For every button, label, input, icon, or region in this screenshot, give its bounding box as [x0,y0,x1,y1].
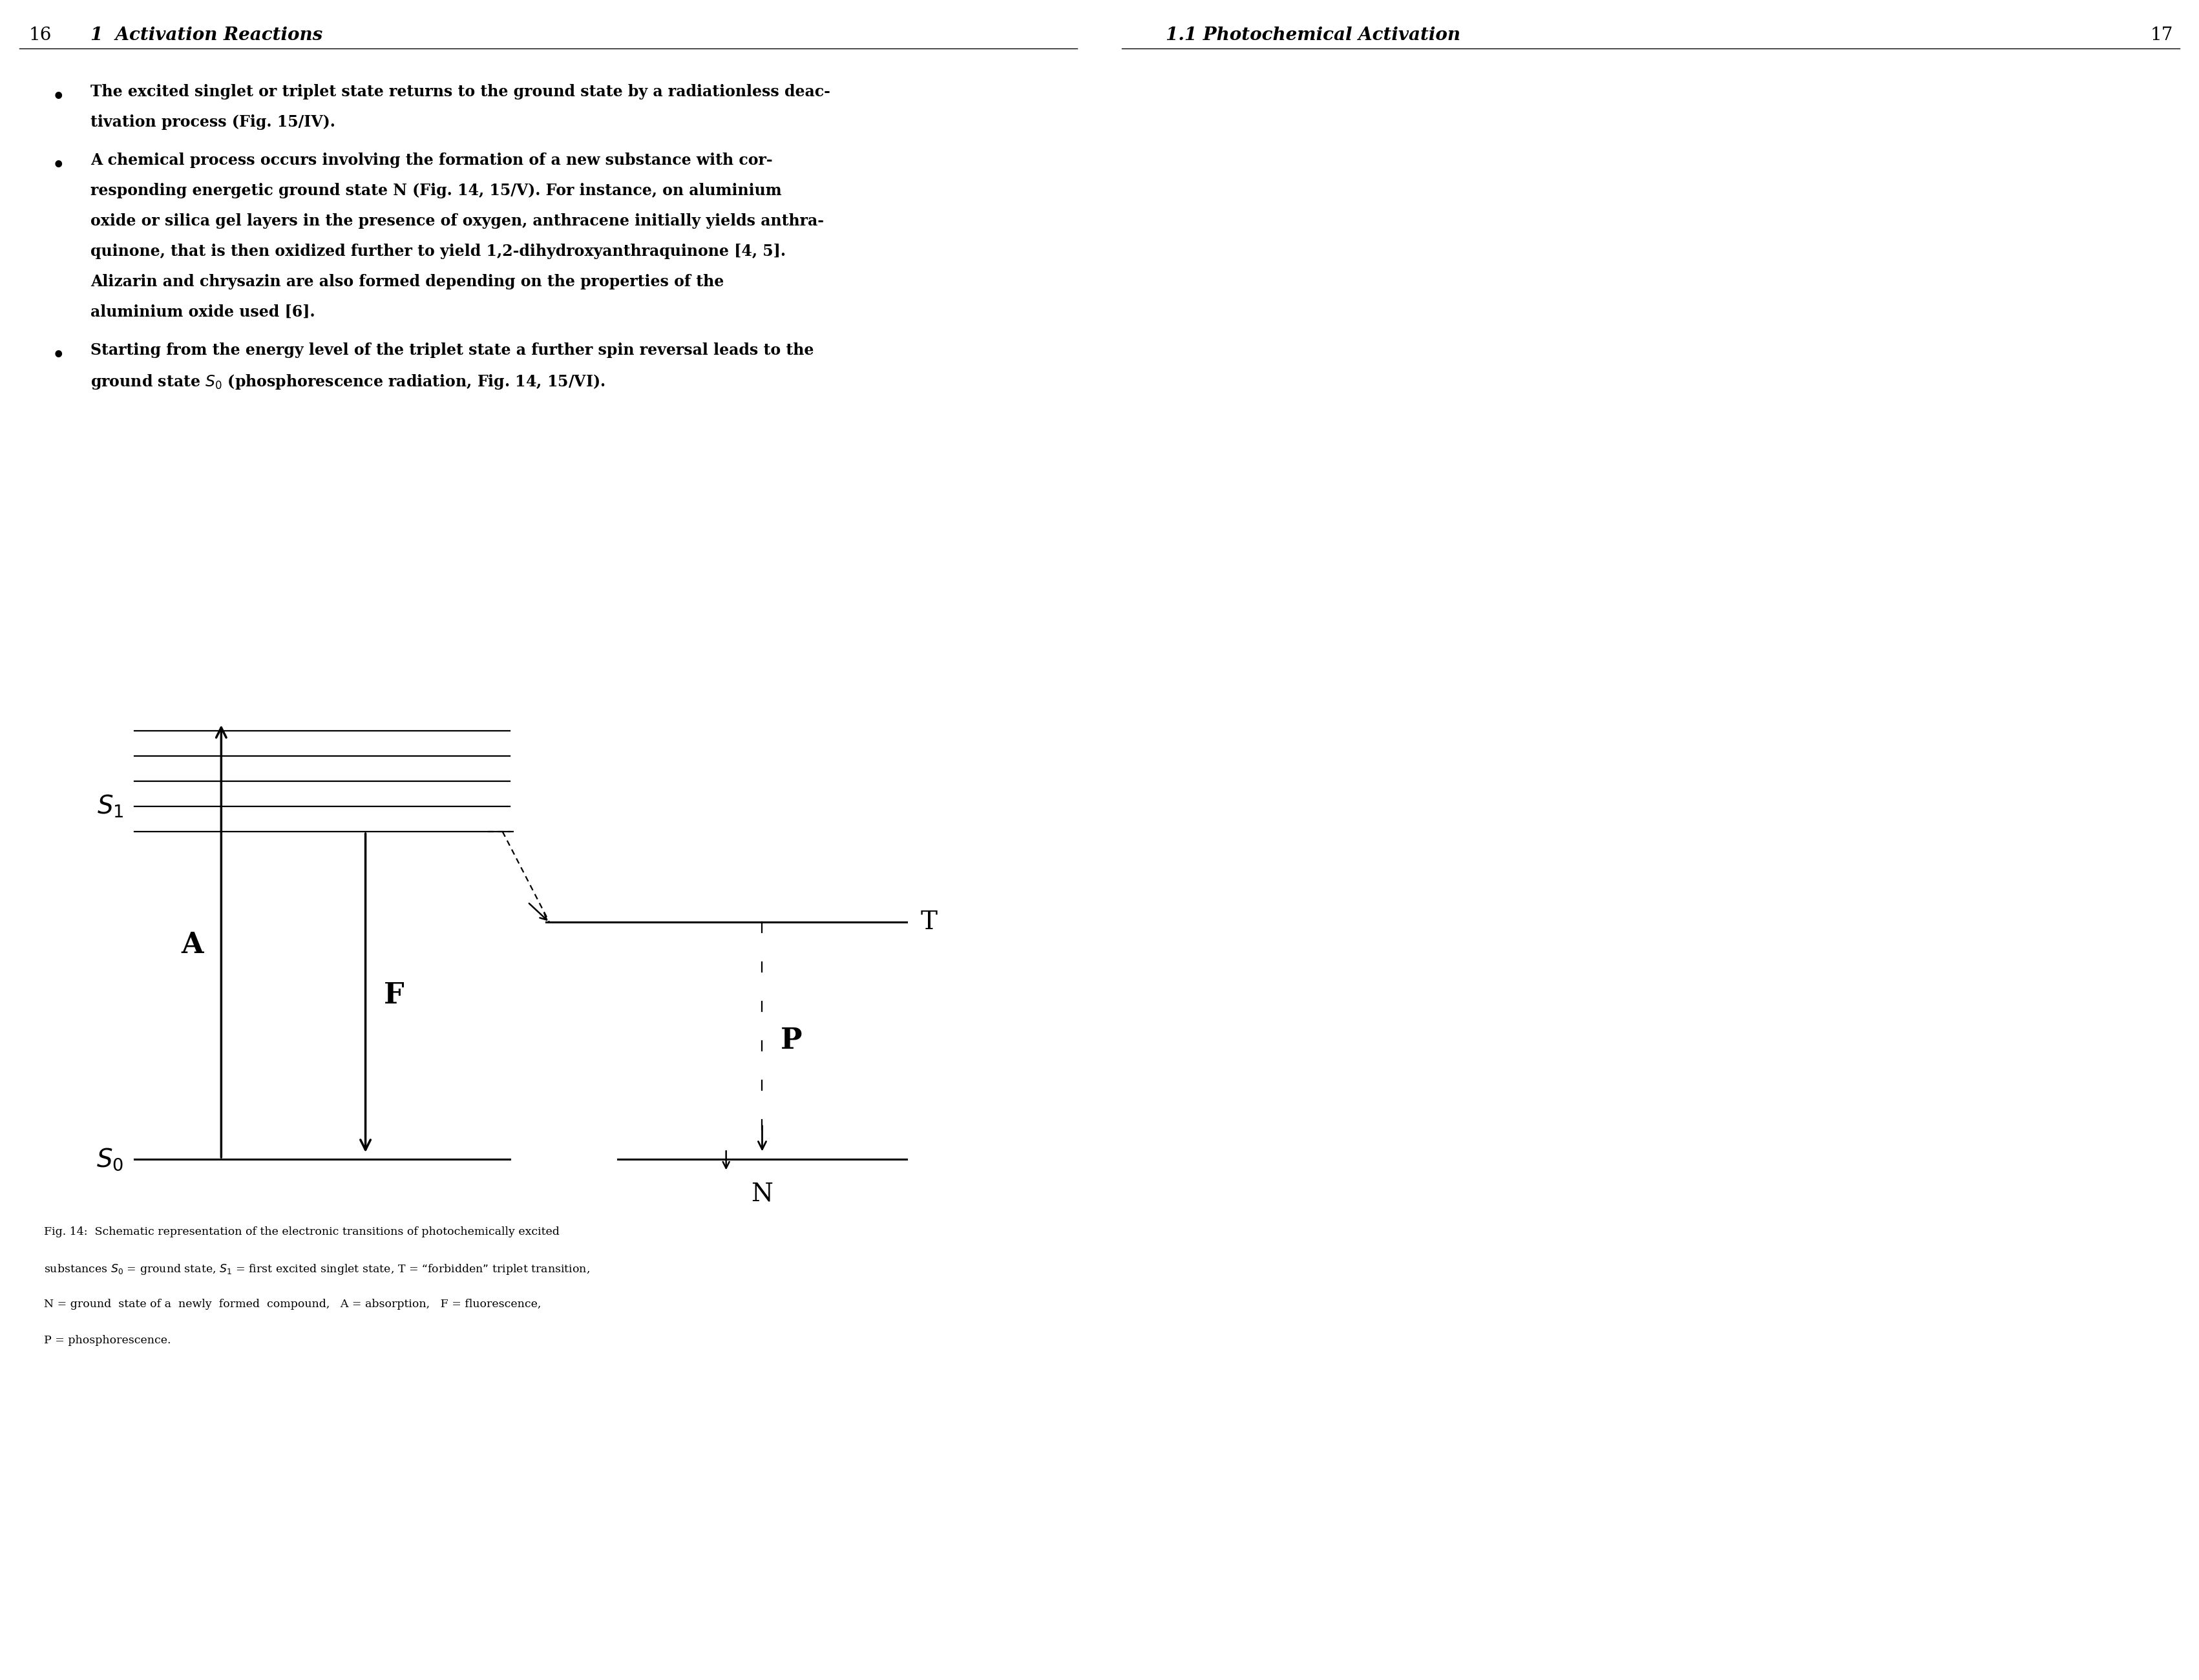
Text: 16: 16 [29,27,53,44]
Text: P = phosphorescence.: P = phosphorescence. [44,1336,172,1346]
Text: $S_1$: $S_1$ [97,793,123,820]
Text: •: • [53,156,64,176]
Text: 1.1 Photochemical Activation: 1.1 Photochemical Activation [1165,27,1460,44]
Text: Alizarin and chrysazin are also formed depending on the properties of the: Alizarin and chrysazin are also formed d… [90,274,723,289]
Text: •: • [53,87,64,108]
Text: T: T [921,911,937,934]
Text: F: F [383,981,405,1010]
Text: ground state $S_0$ (phosphorescence radiation, Fig. 14, 15/VI).: ground state $S_0$ (phosphorescence radi… [90,373,605,391]
Text: •: • [53,346,64,366]
Text: oxide or silica gel layers in the presence of oxygen, anthracene initially yield: oxide or silica gel layers in the presen… [90,213,825,228]
Text: $S_0$: $S_0$ [97,1146,123,1173]
Text: N: N [752,1183,774,1206]
Text: A: A [180,931,202,959]
Text: P: P [781,1026,803,1055]
Text: A chemical process occurs involving the formation of a new substance with cor-: A chemical process occurs involving the … [90,153,772,168]
Text: tivation process (Fig. 15/IV).: tivation process (Fig. 15/IV). [90,114,334,129]
Text: The excited singlet or triplet state returns to the ground state by a radiationl: The excited singlet or triplet state ret… [90,84,831,99]
Text: substances $S_0$ = ground state, $S_1$ = first excited singlet state, T = “forbi: substances $S_0$ = ground state, $S_1$ =… [44,1263,589,1277]
Text: quinone, that is then oxidized further to yield 1,2-dihydroxyanthraquinone [4, 5: quinone, that is then oxidized further t… [90,244,785,259]
Text: Starting from the energy level of the triplet state a further spin reversal lead: Starting from the energy level of the tr… [90,343,814,358]
Text: aluminium oxide used [6].: aluminium oxide used [6]. [90,304,314,319]
Text: 1  Activation Reactions: 1 Activation Reactions [90,27,323,44]
Text: Fig. 14:  Schematic representation of the electronic transitions of photochemica: Fig. 14: Schematic representation of the… [44,1226,559,1238]
Text: 17: 17 [2151,27,2173,44]
Text: responding energetic ground state N (Fig. 14, 15/V). For instance, on aluminium: responding energetic ground state N (Fig… [90,183,781,198]
Text: N = ground  state of a  newly  formed  compound,   A = absorption,   F = fluores: N = ground state of a newly formed compo… [44,1299,541,1310]
